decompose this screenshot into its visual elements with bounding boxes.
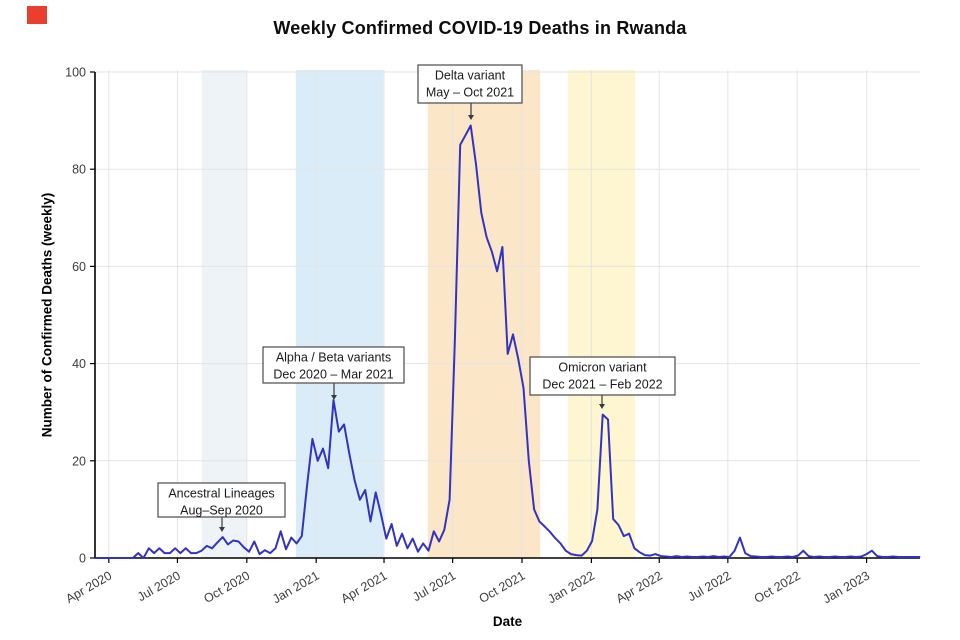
y-tick-label: 0 [79,552,86,566]
annotation-text: Dec 2020 – Mar 2021 [273,368,393,382]
ancestral-band [201,70,247,558]
annotation-text: Dec 2021 – Feb 2022 [542,378,662,392]
annotation-box [529,356,676,396]
x-tick-label: Jul 2021 [410,568,458,604]
x-tick-label: Apr 2022 [614,568,665,606]
y-tick-label: 20 [72,454,86,468]
annotation-text: Aug–Sep 2020 [180,504,263,518]
x-tick-label: Jan 2022 [545,568,597,606]
x-tick-label: Jul 2022 [685,568,733,604]
annotation-box [262,346,405,384]
deaths-line [95,124,921,559]
annotation-arrowhead [219,527,225,532]
annotation-arrowhead [599,404,605,409]
delta-annotation: Delta variant May – Oct 2021 [417,64,523,120]
x-tick-label: Apr 2020 [63,568,114,606]
delta-band [427,70,541,558]
x-tick-label: Jan 2021 [270,568,322,606]
annotation-text: Ancestral Lineages [168,487,274,501]
red-marker [27,6,47,24]
y-tick-label: 40 [72,357,86,371]
omicron-band [568,70,636,558]
x-tick-label: Oct 2020 [201,568,252,606]
annotation-text: Omicron variant [558,361,647,375]
annotation-box [417,64,523,104]
annotation-arrowhead [468,115,474,120]
y-tick-label: 80 [72,163,86,177]
x-tick-label: Jan 2023 [821,568,873,606]
annotation-text: May – Oct 2021 [426,86,514,100]
annotation-text: Delta variant [435,69,506,83]
ancestral-annotation: Ancestral Lineages Aug–Sep 2020 [157,482,286,532]
alpha-beta-band [295,70,384,558]
y-tick-label: 60 [72,260,86,274]
omicron-annotation: Omicron variant Dec 2021 – Feb 2022 [529,356,676,409]
chart-title: Weekly Confirmed COVID-19 Deaths in Rwan… [273,18,687,38]
x-axis-title: Date [492,614,523,629]
alpha-beta-annotation: Alpha / Beta variants Dec 2020 – Mar 2021 [262,346,405,400]
x-tick-label: Oct 2021 [477,568,528,606]
annotation-text: Alpha / Beta variants [276,351,391,365]
x-tick-label: Apr 2021 [339,568,390,606]
annotation-box [157,482,286,518]
x-tick-label: Jul 2020 [135,568,183,604]
y-tick-label: 100 [65,66,86,80]
annotation-arrowhead [331,395,337,400]
x-tick-label: Oct 2022 [752,568,803,606]
